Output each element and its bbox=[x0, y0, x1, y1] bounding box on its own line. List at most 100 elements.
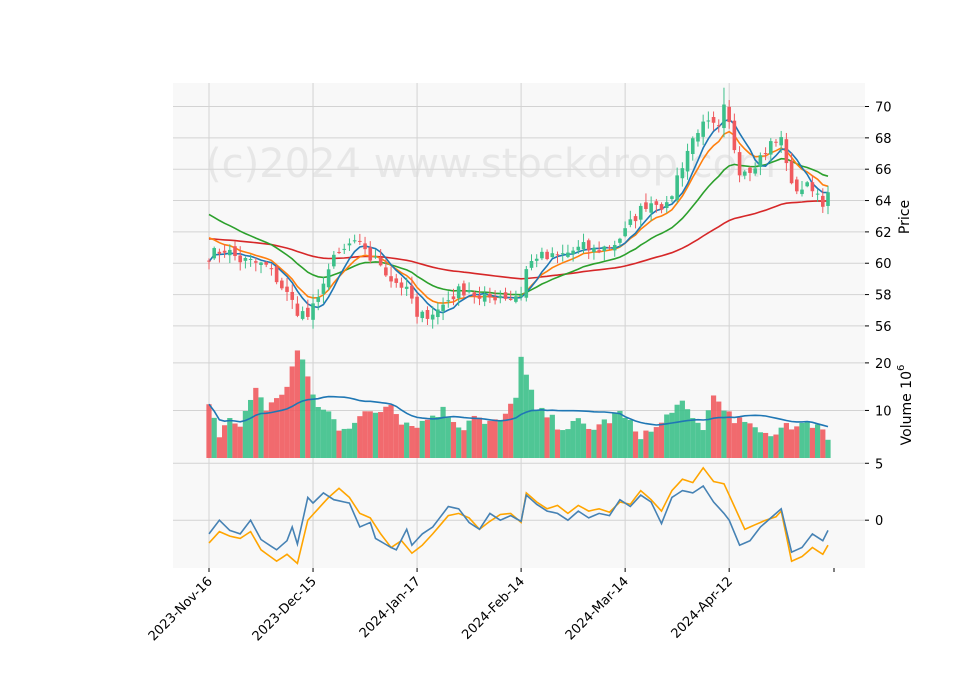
candle-body bbox=[794, 179, 799, 192]
candle-body bbox=[696, 132, 700, 142]
svg-text:Volume 106: Volume 106 bbox=[896, 365, 915, 446]
volume-bar bbox=[435, 417, 441, 458]
x-tick-label: 2024-Jan-17 bbox=[357, 574, 424, 641]
candle-body bbox=[571, 250, 575, 255]
volume-bar bbox=[274, 398, 280, 458]
candle-body bbox=[664, 202, 669, 208]
volume-bar bbox=[742, 421, 748, 458]
candle-body bbox=[378, 257, 383, 266]
volume-bar bbox=[362, 411, 368, 458]
volume-bar bbox=[310, 394, 316, 458]
candle-body bbox=[597, 250, 601, 253]
indicator-tick-label: 5 bbox=[875, 457, 883, 472]
volume-bar bbox=[700, 430, 706, 458]
candle-body bbox=[555, 254, 560, 256]
volume-bar bbox=[643, 430, 649, 458]
volume-bar bbox=[570, 420, 576, 458]
candle-body bbox=[612, 244, 617, 251]
volume-bar bbox=[336, 430, 342, 458]
volume-bar bbox=[216, 437, 223, 458]
candle-body bbox=[472, 292, 477, 297]
candle-body bbox=[222, 250, 227, 253]
candle-body bbox=[774, 141, 778, 143]
volume-bar bbox=[388, 404, 394, 458]
candle-body bbox=[264, 261, 269, 265]
x-tick-label: 2023-Dec-15 bbox=[250, 574, 320, 644]
price-tick-label: 70 bbox=[875, 101, 892, 116]
candle-body bbox=[753, 168, 757, 174]
candle-body bbox=[358, 240, 362, 242]
volume-bar bbox=[414, 427, 420, 458]
volume-bar bbox=[326, 411, 332, 458]
volume-bar bbox=[601, 419, 607, 458]
candle-body bbox=[212, 248, 217, 259]
candle-body bbox=[280, 280, 284, 289]
volume-bar bbox=[404, 422, 410, 458]
volume-bar bbox=[783, 423, 789, 458]
candle-body bbox=[633, 216, 638, 222]
volume-bar bbox=[513, 397, 519, 458]
volume-bar bbox=[762, 432, 769, 458]
candle-body bbox=[560, 253, 565, 255]
volume-bar bbox=[300, 359, 306, 458]
volume-bar bbox=[222, 425, 228, 458]
candle-body bbox=[477, 295, 482, 299]
candle-body bbox=[420, 311, 425, 319]
candle-body bbox=[592, 248, 596, 253]
price-panel bbox=[173, 83, 865, 351]
volume-bar bbox=[632, 431, 639, 458]
volume-bar bbox=[549, 414, 555, 458]
volume-bar bbox=[690, 418, 696, 458]
candle-body bbox=[462, 283, 466, 296]
volume-bar bbox=[726, 411, 732, 458]
volume-bar bbox=[393, 414, 399, 458]
volume-bar bbox=[352, 422, 358, 458]
indicator-tick-label: 0 bbox=[875, 514, 883, 529]
candle-body bbox=[347, 243, 352, 246]
volume-bar bbox=[294, 350, 301, 458]
candle-body bbox=[482, 293, 487, 302]
volume-average-line bbox=[208, 395, 829, 428]
price-tick-label: 56 bbox=[875, 320, 892, 335]
candle-body bbox=[545, 251, 549, 260]
volume-bar bbox=[799, 422, 805, 458]
candle-body bbox=[659, 204, 664, 210]
candle-body bbox=[581, 242, 586, 250]
volume-bar bbox=[372, 412, 379, 458]
volume-bar bbox=[320, 409, 327, 458]
candle-body bbox=[690, 138, 695, 154]
candle-body bbox=[326, 269, 331, 288]
volume-bar bbox=[331, 419, 337, 458]
volume-bar bbox=[357, 416, 363, 458]
volume-bar bbox=[788, 429, 795, 458]
volume-bar bbox=[773, 434, 779, 458]
price-tick-label: 62 bbox=[875, 226, 892, 241]
macd-line bbox=[208, 484, 829, 554]
candle-body bbox=[368, 247, 373, 261]
candle-body bbox=[274, 266, 279, 283]
volume-bar bbox=[248, 399, 254, 458]
volume-bar bbox=[809, 427, 815, 458]
candle-body bbox=[529, 261, 534, 268]
volume-bar bbox=[580, 423, 587, 458]
price-tick-label: 64 bbox=[875, 195, 892, 210]
volume-bar bbox=[591, 429, 597, 458]
candle-body bbox=[618, 238, 622, 243]
price-tick-label: 58 bbox=[875, 289, 892, 304]
volume-bar bbox=[346, 428, 353, 458]
volume-bar bbox=[476, 417, 483, 458]
candle-body bbox=[732, 120, 737, 151]
volume-bar bbox=[820, 429, 826, 458]
candle-body bbox=[638, 205, 643, 220]
volume-axis-label-main: Volume 10 bbox=[899, 371, 915, 445]
candlesticks bbox=[207, 87, 830, 329]
volume-bar bbox=[752, 427, 758, 458]
volume-bar bbox=[367, 411, 373, 458]
candle-body bbox=[207, 260, 211, 262]
price-tick-label: 66 bbox=[875, 163, 892, 178]
volume-bar bbox=[492, 419, 498, 458]
candle-body bbox=[441, 304, 445, 311]
volume-bar bbox=[232, 423, 238, 458]
volume-bar bbox=[534, 409, 540, 458]
